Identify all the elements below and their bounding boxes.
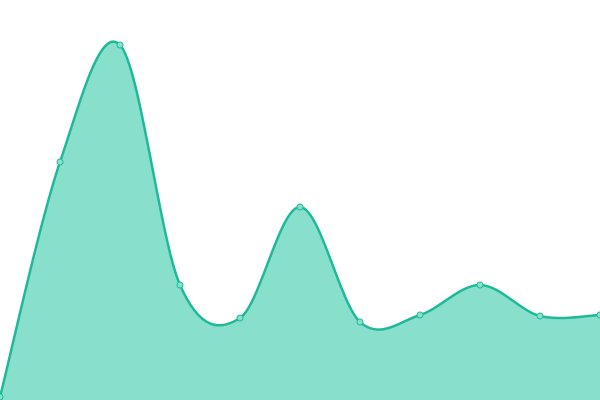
data-point xyxy=(416,311,424,319)
data-point xyxy=(116,41,124,49)
area-line xyxy=(0,40,600,398)
data-point xyxy=(0,393,4,400)
data-point xyxy=(476,281,484,289)
data-point xyxy=(56,158,64,166)
data-point xyxy=(176,281,184,289)
data-point xyxy=(596,311,600,319)
data-point xyxy=(356,318,364,326)
area-fill xyxy=(0,41,600,400)
data-point xyxy=(296,203,304,211)
data-point xyxy=(536,312,544,320)
data-point xyxy=(236,314,244,322)
